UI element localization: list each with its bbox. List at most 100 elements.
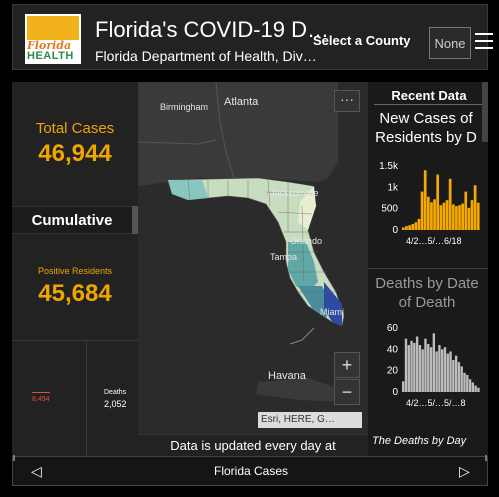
deaths-bar[interactable]	[460, 366, 463, 392]
new-cases-bar[interactable]	[405, 226, 408, 230]
positive-residents-value: 45,684	[38, 280, 112, 307]
new-cases-bar[interactable]	[430, 202, 433, 230]
stats-divider	[12, 340, 138, 341]
recent-data-header: Recent Data	[391, 88, 467, 103]
new-cases-bar[interactable]	[411, 224, 415, 230]
deaths-bar[interactable]	[449, 351, 452, 392]
hamburger-menu-icon[interactable]	[475, 33, 493, 49]
total-cases-value: 46,944	[38, 140, 112, 167]
deaths-bar[interactable]	[452, 360, 455, 392]
deaths-bar[interactable]	[415, 336, 419, 392]
new-cases-bar[interactable]	[451, 204, 455, 230]
deaths-bar[interactable]	[454, 355, 458, 392]
county-select[interactable]: None	[429, 27, 471, 59]
new-cases-bar[interactable]	[445, 200, 449, 230]
city-label-miami: Miami	[320, 307, 344, 317]
new-cases-bar[interactable]	[420, 191, 424, 230]
city-label-jacksonville: Jacksonville	[270, 188, 319, 198]
new-cases-y-tick: 0	[392, 225, 398, 236]
deaths-bar[interactable]	[410, 340, 413, 392]
bottom-bar-tick-left	[13, 455, 15, 461]
new-cases-bar[interactable]	[426, 196, 430, 230]
new-cases-y-tick: 1.5k	[379, 161, 399, 172]
new-cases-chart-title: New Cases of Residents by D	[375, 110, 477, 146]
new-cases-bar[interactable]	[408, 225, 411, 230]
new-cases-bar[interactable]	[461, 203, 464, 230]
right-scrollbar[interactable]	[482, 82, 488, 142]
deaths-y-tick: 60	[387, 323, 399, 334]
deaths-y-tick: 20	[387, 366, 399, 377]
deaths-bar[interactable]	[443, 347, 447, 392]
chevron-left-icon[interactable]: ◁	[31, 463, 42, 479]
new-cases-bar[interactable]	[476, 202, 480, 230]
zoom-in-button[interactable]: +	[334, 352, 360, 378]
deaths-bar[interactable]	[466, 374, 469, 392]
deaths-bar[interactable]	[427, 344, 430, 392]
deaths-bar[interactable]	[402, 381, 405, 392]
left-scrollbar[interactable]	[132, 206, 138, 234]
deaths-bar[interactable]	[407, 345, 410, 392]
new-cases-bar[interactable]	[402, 227, 405, 230]
deaths-bar[interactable]	[438, 345, 441, 392]
deaths-bar[interactable]	[468, 379, 472, 392]
bottom-tab-bar: ◁ Florida Cases ▷	[12, 455, 488, 486]
map-view[interactable]: Birmingham Atlanta Jacksonville Orlando …	[138, 82, 368, 434]
chevron-right-icon[interactable]: ▷	[459, 463, 470, 479]
cumulative-header: Cumulative	[12, 206, 132, 234]
deaths-bar[interactable]	[463, 372, 466, 392]
deaths-y-tick: 40	[387, 344, 399, 355]
florida-health-logo: Florida HEALTH	[25, 14, 81, 64]
new-cases-y-tick: 1k	[387, 182, 399, 193]
new-cases-bar[interactable]	[473, 185, 477, 230]
zoom-out-button[interactable]: −	[334, 379, 360, 405]
deaths-bar[interactable]	[446, 353, 449, 392]
new-cases-bar[interactable]	[423, 170, 427, 230]
new-cases-x-tick-labels: 4/2…5/…6/18	[406, 236, 462, 246]
new-cases-bar[interactable]	[470, 200, 474, 230]
deaths-bar[interactable]	[457, 362, 461, 392]
new-cases-y-tick: 500	[381, 204, 398, 215]
deaths-bar[interactable]	[471, 382, 475, 392]
total-cases-label: Total Cases	[35, 120, 115, 137]
new-cases-bar[interactable]	[448, 178, 452, 230]
deaths-bar[interactable]	[477, 387, 480, 392]
deaths-bar[interactable]	[435, 351, 438, 392]
app-title: Florida's COVID-19 D…	[95, 17, 330, 42]
deaths-bar[interactable]	[429, 347, 433, 392]
deaths-chart-title: Deaths by Date of Death	[375, 275, 479, 311]
sun-logo-graphic	[27, 16, 79, 40]
deaths-bar[interactable]	[418, 345, 422, 392]
small-stat-value: 8,494	[32, 396, 50, 403]
deaths-label: Deaths	[104, 389, 127, 396]
deaths-bar[interactable]	[432, 333, 436, 392]
deaths-bar[interactable]	[404, 338, 408, 392]
new-cases-bar[interactable]	[439, 205, 443, 230]
deaths-x-tick-labels: 4/2…5/…5/…8	[406, 398, 466, 408]
city-label-atlanta: Atlanta	[224, 96, 259, 108]
new-cases-bar[interactable]	[433, 199, 436, 230]
new-cases-bar[interactable]	[417, 218, 421, 230]
deaths-bar[interactable]	[421, 349, 424, 392]
deaths-bar[interactable]	[474, 385, 477, 392]
recent-data-underline	[374, 104, 484, 105]
new-cases-bar[interactable]	[455, 206, 458, 230]
logo-text-health: HEALTH	[27, 50, 74, 62]
city-label-orlando: Orlando	[290, 236, 323, 246]
new-cases-bar[interactable]	[436, 174, 440, 230]
new-cases-bar[interactable]	[467, 207, 471, 230]
logo-text-florida: Florida	[27, 39, 72, 52]
deaths-bar[interactable]	[441, 349, 444, 392]
deaths-bar[interactable]	[424, 338, 427, 392]
select-county-label: Select a County	[313, 33, 411, 48]
tab-florida-cases[interactable]: Florida Cases	[213, 464, 289, 478]
city-label-tampa: Tampa	[270, 252, 298, 262]
map-attribution[interactable]: Esri, HERE, G…	[258, 412, 362, 428]
update-info-text: Data is updated every day at	[138, 434, 368, 456]
deaths-bar[interactable]	[413, 342, 416, 392]
map-more-options-icon[interactable]: ···	[334, 90, 360, 112]
new-cases-bar[interactable]	[414, 222, 418, 230]
new-cases-bar[interactable]	[458, 205, 461, 230]
new-cases-bar[interactable]	[442, 202, 446, 230]
new-cases-bar[interactable]	[464, 191, 468, 230]
map-canvas	[138, 82, 352, 402]
